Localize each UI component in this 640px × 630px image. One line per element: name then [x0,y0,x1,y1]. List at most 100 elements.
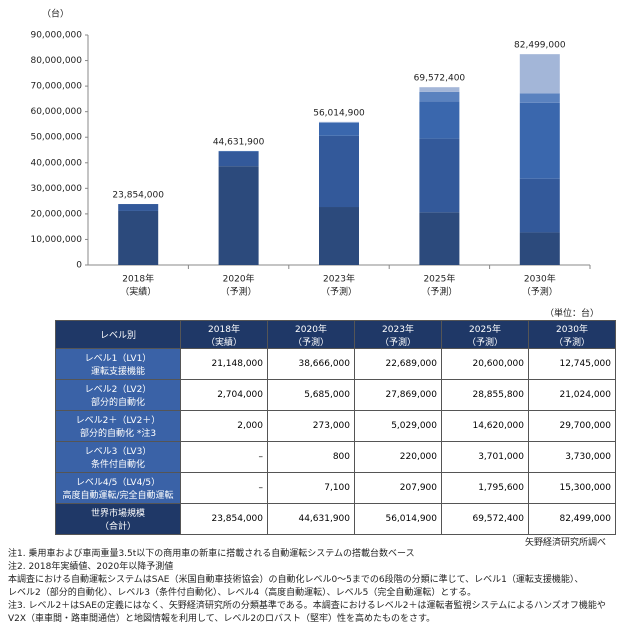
row-label: レベル3（LV3） 条件付自動化 [55,441,181,473]
cell: 20,600,000 [441,348,529,380]
x-tick-note: （予測） [522,286,558,298]
y-tick-label: 50,000,000 [30,133,82,143]
cell: 44,631,900 [267,503,355,535]
y-tick-label: 40,000,000 [30,158,82,168]
note-line: 注3. レベル2＋はSAEの定義にはなく、矢野経済研究所の分類基準である。本調査… [8,601,606,611]
row-label: レベル2＋（LV2＋） 部分的自動化 *注3 [55,410,181,442]
bar-segment [319,122,359,123]
column-header: 2025年 （予測） [441,320,529,349]
x-tick-label: 2025年 [423,273,455,285]
bar-segment [519,102,560,179]
note-line: レベル2（部分的自動化）、レベル3（条件付自動化）、レベル4（高度自動運転）、レ… [8,588,477,598]
total-label: 69,572,400 [414,74,466,84]
table-row: 世界市場規模 （合計） 23,854,000 44,631,900 56,014,900… [55,503,616,535]
row-label: レベル1（LV1） 運転支援機能 [55,348,181,380]
cell: 12,745,000 [528,348,616,380]
bar-segment [419,87,460,92]
x-tick-note: （実績） [120,286,156,298]
y-tick-label: 80,000,000 [30,56,82,66]
column-header: 2018年 （実績） [180,320,268,349]
row-label: レベル4/5（LV4/5） 高度自動運転/完全自動運転 [55,472,181,504]
x-tick-note: （予測） [321,286,357,298]
cell: – [180,472,268,504]
column-header-line: 2020年 [295,324,327,335]
cell: 14,620,000 [441,410,529,442]
bar-segment [319,207,359,265]
cell: 15,300,000 [528,472,616,504]
cell: 2,000 [180,410,268,442]
unit-label: （台） [42,8,69,20]
bar-segment [218,150,259,152]
row-label-line: （合計） [99,522,136,532]
chart: （台） 0 10,000,000 20,000,000 30,000,000 40,00… [30,8,591,298]
bar-segment [218,166,259,265]
table-row: レベル1（LV1） 運転支援機能 21,148,000 38,666,000 22,68… [55,348,616,380]
bar-segment [419,138,460,213]
cell: 28,855,800 [441,379,529,411]
source: 矢野経済研究所調べ [525,538,607,548]
note-line: V2X（車車間・路車間通信）と地図情報を利用して、レベル2のロバスト（堅牢）性を… [8,614,436,624]
y-tick-label: 60,000,000 [30,107,82,117]
row-label-line: レベル4/5（LV4/5） [75,478,161,488]
column-header-line: 2030年 [556,324,588,335]
column-header-line: （予測） [292,337,329,348]
note-line: 注2. 2018年実績値、2020年以降予測値 [8,562,174,572]
data-table: レベル別 2018年 （実績） 2020年 （予測） 2023年 （予測） 2025年 （予測）… [55,320,616,535]
header-label: レベル別 [55,320,181,349]
cell: – [180,441,268,473]
cell: 38,666,000 [267,348,355,380]
y-tick-label: 30,000,000 [30,184,82,194]
cell: 207,900 [354,472,442,504]
cell: 3,701,000 [441,441,529,473]
row-label-line: 条件付自動化 [90,460,145,470]
cell: 3,730,000 [528,441,616,473]
cell: 5,029,000 [354,410,442,442]
row-label-line: 部分的自動化 [90,398,145,408]
bar-segment [118,204,159,211]
row-label-line: レベル2（LV2） [84,385,152,395]
cell: 800 [267,441,355,473]
y-tick-label: 70,000,000 [30,82,82,92]
cell: 56,014,900 [354,503,442,535]
cell: 27,869,000 [354,379,442,411]
row-label: 世界市場規模 （合計） [55,503,181,535]
column-header-line: 2025年 [469,324,501,335]
bar-segment [419,212,460,265]
row-label: レベル2（LV2） 部分的自動化 [55,379,181,411]
bar-segment [218,151,259,167]
cell: 5,685,000 [267,379,355,411]
y-tick-label: 20,000,000 [30,209,82,219]
table-row: レベル4/5（LV4/5） 高度自動運転/完全自動運転 –7,100 207,900 1… [55,472,616,504]
x-tick-note: （予測） [221,286,257,298]
cell: 82,499,000 [528,503,616,535]
column-header-line: 2018年 [208,324,240,335]
cell: 2,704,000 [180,379,268,411]
column-header-line: 2023年 [382,324,414,335]
header-row: レベル別 2018年 （実績） 2020年 （予測） 2023年 （予測） 2025年 （予測）… [55,320,616,349]
table-row: レベル3（LV3） 条件付自動化 –800 220,000 3,701,000 3,730… [55,441,616,473]
bar-segment [319,135,359,208]
total-label: 44,631,900 [213,137,265,147]
row-label-line: レベル2＋（LV2＋） [75,416,161,426]
total-label: 82,499,000 [514,41,566,51]
row-label-line: レベル1（LV1） [84,354,152,364]
row-label-line: レベル3（LV3） [84,447,152,457]
x-tick-label: 2030年 [524,273,556,285]
bar-segment [419,91,460,102]
notes: 注1. 乗用車および車両重量3.5t以下の商用車の新車に搭載される自動運転システ… [8,548,606,626]
bar-segment [319,121,359,123]
cell: 22,689,000 [354,348,442,380]
bar-segment [118,210,159,265]
x-tick-label: 2020年 [223,273,255,285]
table-row: レベル2（LV2） 部分的自動化 2,704,000 5,685,000 27,869,… [55,379,616,411]
row-label-line: 運転支援機能 [90,367,145,377]
cell: 220,000 [354,441,442,473]
cell: 21,024,000 [528,379,616,411]
x-tick-label: 2018年 [122,273,154,285]
total-label: 23,854,000 [112,191,164,201]
y-tick-label: 0 [76,261,82,271]
bar-segment [519,93,560,103]
cell: 273,000 [267,410,355,442]
column-header: 2020年 （予測） [267,320,355,349]
